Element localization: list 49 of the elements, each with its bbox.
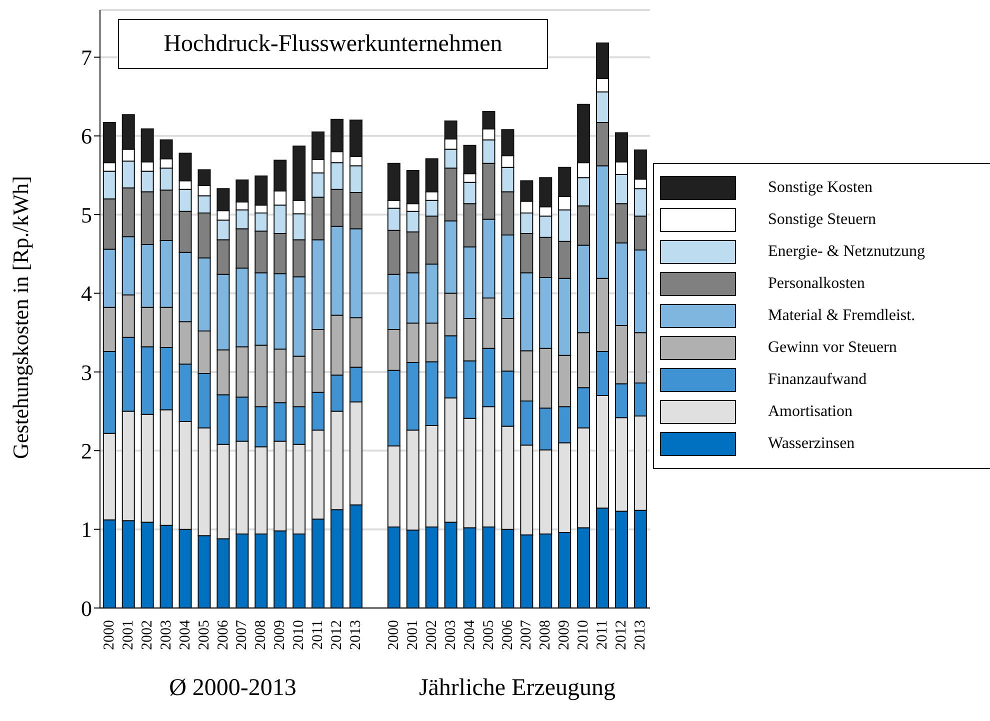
- x-tick-label: 2009: [272, 620, 288, 650]
- y-tick-label: 3: [81, 360, 92, 385]
- x-tick-label: 2010: [576, 620, 592, 650]
- y-tick-label: 1: [81, 517, 92, 542]
- text: Ø 2000-2013: [168, 675, 298, 702]
- x-tick-label: 2007: [518, 620, 535, 650]
- x-tick-label: 2001: [404, 620, 421, 650]
- legend-label: Gewinn vor Steuern: [768, 339, 897, 357]
- y-axis-title: Gestehungskosten in [Rp./kWh]: [8, 176, 33, 459]
- x-tick-label: 2010: [291, 620, 308, 650]
- x-tick-label: 2013: [348, 620, 364, 650]
- x-tick-label: 2012: [329, 620, 346, 650]
- legend-label: Personalkosten: [768, 275, 865, 293]
- x-tick-label: 2001: [120, 620, 136, 650]
- y-tick-label: 6: [81, 124, 92, 149]
- x-tick-label: 2002: [139, 620, 156, 650]
- legend-label: Sonstige Kosten: [768, 179, 872, 197]
- x-tick-label: 2012: [614, 620, 630, 650]
- x-tick-label: 2003: [158, 620, 174, 650]
- x-tick-label: 2006: [215, 620, 232, 650]
- x-tick-label: 2003: [442, 620, 459, 650]
- x-tick-label: 2011: [310, 620, 326, 650]
- y-tick-label: 4: [81, 281, 92, 306]
- x-tick-label: 2000: [101, 620, 118, 650]
- x-tick-label: 2008: [253, 620, 270, 650]
- x-tick-label: 2005: [480, 620, 497, 650]
- x-tick-label: 2005: [196, 620, 212, 650]
- y-tick-label: 7: [81, 45, 92, 70]
- legend-label: Amortisation: [768, 403, 852, 421]
- x-tick-label: 2013: [632, 620, 649, 650]
- x-tick-label: 2008: [538, 620, 554, 650]
- x-tick-label: 2004: [462, 620, 478, 650]
- y-tick-label: 5: [81, 202, 92, 228]
- legend-label: Energie- & Netznutzung: [768, 243, 925, 261]
- text: Sonstige Steuern: [768, 211, 876, 229]
- x-tick-label: 2011: [594, 620, 611, 650]
- legend-label: Wasserzinsen: [768, 435, 855, 453]
- x-tick-label: 2009: [556, 620, 573, 650]
- text: Jährliche Erzeugung: [418, 675, 617, 702]
- x-tick-label: 2000: [386, 620, 402, 650]
- legend-label: Material & Fremdleist.: [768, 307, 916, 325]
- y-tick-label: 0: [81, 596, 92, 621]
- x-tick-label: 2004: [177, 620, 194, 650]
- x-tick-label: 2006: [500, 620, 516, 650]
- x-tick-label: 2007: [234, 620, 250, 650]
- title-frame: Hochdruck-Flusswerkunternehmen: [118, 19, 548, 69]
- legend-label: Finanzaufwand: [768, 371, 867, 389]
- x-tick-label: 2002: [424, 620, 440, 650]
- y-tick-label: 2: [81, 438, 92, 464]
